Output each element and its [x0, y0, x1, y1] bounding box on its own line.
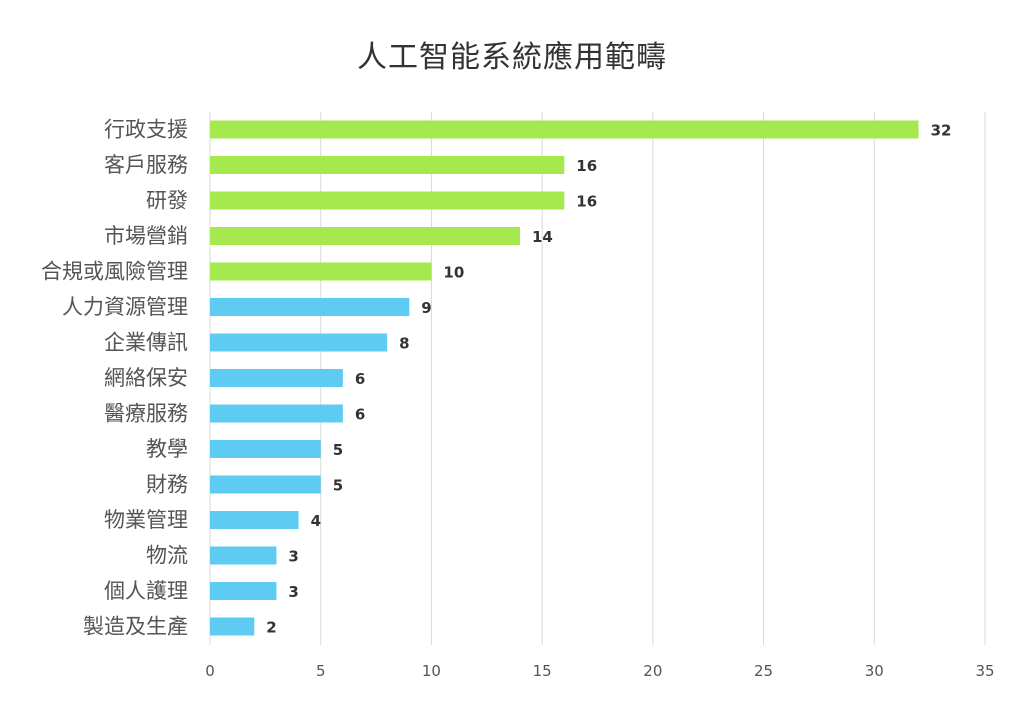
data-label: 5: [333, 441, 343, 459]
x-tick-label: 15: [533, 662, 552, 680]
bar[interactable]: [210, 582, 277, 600]
data-label: 6: [355, 406, 365, 424]
category-label: 市場營銷: [104, 224, 188, 248]
data-label: 5: [333, 477, 343, 495]
data-label: 16: [576, 157, 597, 175]
x-tick-label: 35: [975, 662, 994, 680]
data-label: 3: [288, 583, 298, 601]
bar[interactable]: [210, 298, 410, 316]
bar[interactable]: [210, 227, 520, 245]
category-label: 物業管理: [104, 508, 188, 532]
x-tick-label: 5: [316, 662, 326, 680]
bar[interactable]: [210, 369, 343, 387]
data-label: 16: [576, 193, 597, 211]
data-label: 32: [931, 122, 952, 140]
data-label: 9: [421, 299, 431, 317]
category-label: 醫療服務: [104, 402, 188, 426]
bar[interactable]: [210, 511, 299, 529]
bar[interactable]: [210, 262, 432, 281]
bar[interactable]: [210, 617, 255, 636]
category-label: 教學: [146, 437, 188, 461]
category-label: 合規或風險管理: [41, 260, 188, 284]
category-label: 研發: [146, 189, 188, 213]
data-label: 2: [266, 619, 276, 637]
bar[interactable]: [210, 475, 321, 494]
category-label: 客戶服務: [104, 153, 188, 177]
bar[interactable]: [210, 156, 565, 174]
category-label: 行政支援: [104, 118, 188, 142]
bar[interactable]: [210, 333, 388, 352]
data-label: 8: [399, 335, 409, 353]
category-label: 企業傳訊: [104, 331, 188, 355]
data-label: 6: [355, 370, 365, 388]
bar[interactable]: [210, 191, 565, 210]
chart-title: 人工智能系統應用範疇: [357, 40, 667, 75]
x-tick-label: 30: [865, 662, 884, 680]
category-label: 財務: [146, 473, 188, 497]
x-tick-label: 10: [422, 662, 441, 680]
x-tick-label: 25: [754, 662, 773, 680]
data-label: 14: [532, 228, 553, 246]
data-label: 3: [288, 548, 298, 566]
bar[interactable]: [210, 440, 321, 458]
category-label: 製造及生產: [83, 615, 188, 639]
data-label: 10: [443, 264, 464, 282]
category-label: 物流: [146, 544, 188, 568]
category-label: 人力資源管理: [62, 295, 188, 319]
bar[interactable]: [210, 120, 919, 139]
bar[interactable]: [210, 404, 343, 423]
category-label: 個人護理: [104, 579, 188, 603]
x-tick-label: 20: [643, 662, 662, 680]
category-label: 網絡保安: [104, 366, 188, 390]
x-tick-label: 0: [205, 662, 215, 680]
bar[interactable]: [210, 546, 277, 565]
data-label: 4: [311, 512, 321, 530]
